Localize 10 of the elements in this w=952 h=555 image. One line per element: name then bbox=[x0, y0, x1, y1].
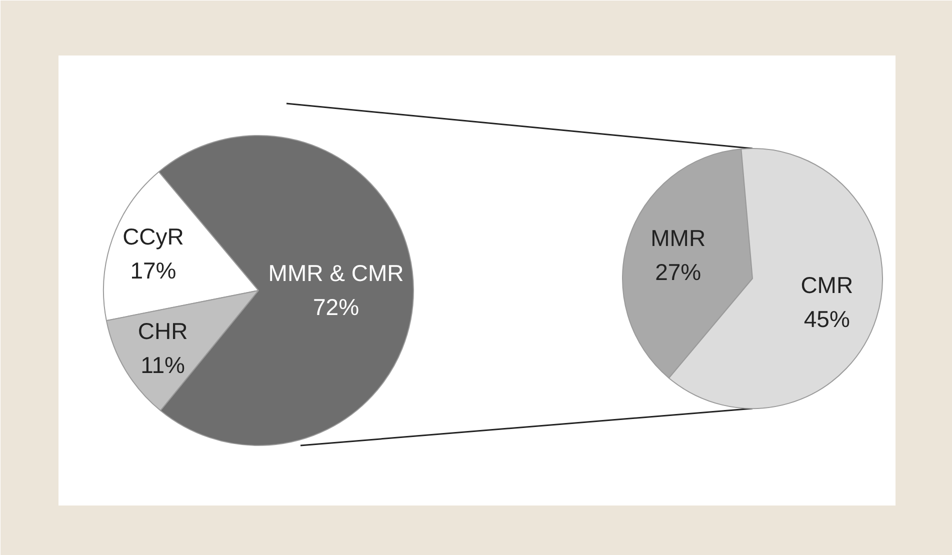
slice-label: MMR & CMR bbox=[268, 260, 404, 286]
data-label: 11% bbox=[140, 352, 186, 378]
slice-label: CMR bbox=[800, 272, 854, 298]
data-label: 72% bbox=[312, 294, 360, 320]
slice-label: MMR bbox=[650, 225, 706, 252]
slice-label: CCyR bbox=[122, 223, 184, 250]
slice-label: CHR bbox=[138, 318, 188, 344]
data-label: 27% bbox=[655, 259, 702, 286]
data-label: 17% bbox=[130, 257, 176, 284]
data-label: 45% bbox=[804, 306, 850, 332]
